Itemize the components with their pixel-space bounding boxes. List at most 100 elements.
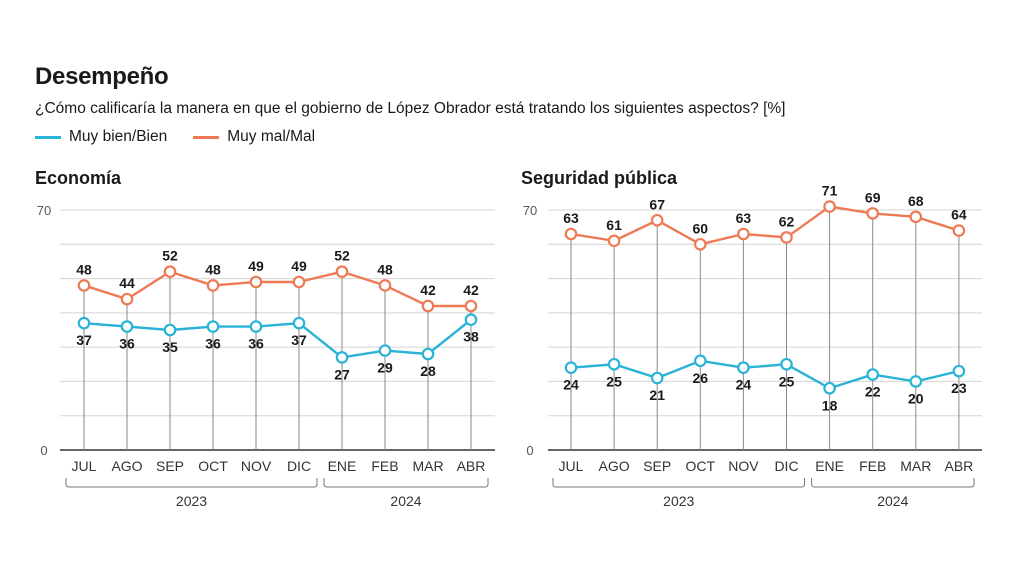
data-label: 68	[908, 193, 924, 209]
data-label: 64	[951, 207, 967, 223]
data-label: 48	[377, 261, 393, 277]
data-label: 18	[822, 397, 838, 413]
x-tick-label: NOV	[241, 458, 272, 474]
data-point	[464, 313, 478, 327]
data-point	[693, 237, 707, 251]
x-tick-label: JUL	[559, 458, 584, 474]
data-label: 27	[334, 366, 350, 382]
data-label: 62	[779, 213, 795, 229]
x-tick-label: OCT	[198, 458, 228, 474]
data-point	[249, 320, 263, 333]
chart-title: Seguridad pública	[521, 168, 678, 188]
data-label: 37	[291, 332, 307, 348]
data-point	[292, 275, 306, 289]
data-point	[909, 210, 923, 224]
data-label: 36	[248, 336, 264, 352]
data-label: 23	[951, 380, 967, 396]
data-point	[866, 207, 879, 220]
data-point	[335, 351, 349, 364]
legend: Muy bien/Bien Muy mal/Mal	[35, 128, 315, 146]
x-tick-label: MAR	[412, 458, 443, 474]
data-label: 35	[162, 339, 178, 355]
series-line	[83, 318, 472, 359]
year-label: 2023	[663, 493, 694, 509]
chart-title: Economía	[35, 168, 122, 188]
data-point	[823, 381, 836, 395]
data-label: 25	[779, 373, 795, 389]
data-point	[206, 320, 220, 333]
y-tick-label: 70	[523, 203, 537, 218]
year-bracket	[65, 478, 318, 488]
data-label: 52	[162, 248, 178, 264]
x-tick-label: SEP	[643, 458, 671, 474]
data-label: 49	[248, 258, 264, 274]
data-point	[464, 299, 478, 313]
data-label: 26	[693, 370, 709, 386]
x-tick-label: SEP	[156, 458, 184, 474]
data-label: 38	[463, 329, 479, 345]
data-point	[421, 299, 435, 313]
x-tick-label: OCT	[686, 458, 716, 474]
data-point	[421, 347, 435, 361]
data-label: 44	[119, 275, 135, 291]
x-tick-label: AGO	[599, 458, 630, 474]
data-label: 63	[563, 210, 579, 226]
data-point	[866, 368, 879, 381]
year-label: 2024	[390, 493, 421, 509]
data-point	[120, 292, 134, 306]
data-label: 22	[865, 384, 881, 400]
data-label: 69	[865, 189, 881, 205]
data-point	[909, 375, 923, 388]
data-point	[163, 265, 177, 279]
data-label: 67	[649, 196, 665, 212]
data-label: 49	[291, 258, 307, 274]
series-line	[83, 270, 471, 308]
data-point	[564, 361, 578, 375]
x-tick-label: DIC	[287, 458, 311, 474]
legend-item-positive: Muy bien/Bien	[35, 128, 167, 146]
page-subtitle: ¿Cómo calificaría la manera en que el go…	[35, 100, 786, 117]
data-point	[292, 316, 306, 330]
year-bracket	[552, 478, 805, 488]
x-tick-label: ABR	[945, 458, 974, 474]
legend-item-negative: Muy mal/Mal	[193, 128, 315, 146]
data-label: 20	[908, 390, 924, 406]
y-tick-label: 0	[40, 443, 47, 458]
data-point	[378, 344, 392, 357]
data-label: 21	[649, 387, 665, 403]
data-point	[77, 316, 91, 330]
data-point	[952, 224, 966, 237]
data-label: 24	[736, 377, 752, 393]
x-tick-label: DIC	[774, 458, 798, 474]
y-tick-label: 70	[37, 203, 51, 218]
data-point	[780, 357, 793, 371]
data-label: 24	[563, 377, 579, 393]
data-point	[737, 361, 750, 375]
year-label: 2024	[877, 493, 908, 509]
x-tick-label: FEB	[371, 458, 398, 474]
data-label: 36	[119, 336, 135, 352]
data-label: 71	[822, 183, 838, 199]
data-point	[693, 354, 707, 368]
data-point	[780, 231, 793, 244]
data-label: 42	[463, 282, 479, 298]
data-point	[823, 200, 836, 213]
data-point	[650, 371, 664, 385]
x-tick-label: JUL	[72, 458, 97, 474]
series-line	[570, 205, 960, 246]
x-tick-label: ENE	[328, 458, 357, 474]
x-tick-label: AGO	[111, 458, 142, 474]
data-point	[120, 320, 134, 333]
legend-swatch-negative	[193, 135, 220, 139]
data-label: 36	[205, 336, 221, 352]
data-label: 60	[693, 220, 709, 236]
data-label: 48	[205, 261, 221, 277]
data-label: 63	[736, 210, 752, 226]
data-point	[650, 213, 664, 227]
x-tick-label: NOV	[728, 458, 759, 474]
data-point	[607, 234, 621, 248]
data-point	[378, 279, 392, 292]
data-label: 61	[606, 217, 622, 233]
y-tick-label: 0	[526, 443, 533, 458]
